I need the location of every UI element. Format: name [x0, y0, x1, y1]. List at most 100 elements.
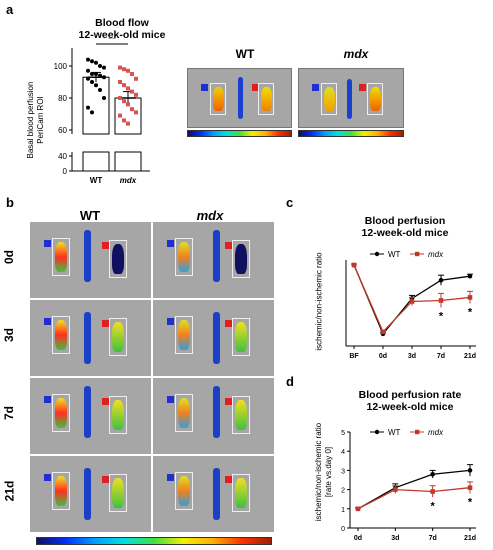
- panel-label-c: c: [286, 195, 294, 210]
- data-point-WT: [438, 277, 444, 283]
- roi-box: [52, 238, 70, 276]
- roi-marker-1: [44, 474, 51, 481]
- x-tick-label: 0d: [379, 353, 387, 360]
- roi-box: [367, 83, 383, 115]
- roi-marker-1: [44, 396, 51, 403]
- data-point: [122, 99, 126, 104]
- data-point: [122, 83, 126, 88]
- grid-row-label-7d: 7d: [2, 405, 17, 421]
- y-tick-label: 0: [63, 167, 68, 176]
- significance-marker: *: [431, 500, 436, 512]
- roi-box: [232, 396, 250, 434]
- tail: [84, 468, 91, 520]
- roi-box: [175, 316, 193, 354]
- chart-d-title-line1: Blood perfusion rate: [358, 389, 462, 401]
- roi-marker-2: [225, 476, 232, 483]
- data-point: [134, 110, 138, 115]
- roi-box: [175, 394, 193, 432]
- data-point-mdx: [467, 295, 473, 300]
- significance-marker: *: [468, 307, 473, 319]
- roi-box: [109, 318, 127, 356]
- paw-control: [112, 322, 124, 352]
- roi-marker-2: [252, 84, 259, 91]
- data-point: [122, 67, 126, 72]
- panel-label-d: d: [286, 374, 294, 389]
- data-point-mdx: [380, 329, 386, 335]
- perfusion-image-mdx: [298, 68, 404, 128]
- tail: [238, 77, 243, 119]
- roi-marker-2: [102, 320, 109, 327]
- x-tick-label: 0d: [354, 535, 362, 542]
- data-point: [134, 92, 138, 97]
- paw-control: [112, 244, 124, 274]
- data-point: [134, 76, 138, 81]
- chart-d-title: Blood perfusion rate 12-week-old mice: [340, 389, 480, 413]
- bar-segment-lower: [114, 151, 142, 172]
- tail: [84, 386, 91, 438]
- panel-label-a: a: [6, 2, 14, 17]
- paw-control: [235, 244, 247, 274]
- tail: [347, 79, 352, 119]
- data-point: [102, 96, 106, 100]
- data-point: [118, 80, 122, 84]
- data-point: [118, 65, 122, 70]
- color-scale-bar-b: [36, 537, 272, 545]
- legend-label-wt: WT: [388, 428, 401, 437]
- data-point: [86, 76, 90, 81]
- paw-control: [235, 400, 247, 430]
- tail: [84, 312, 91, 364]
- grid-col-label-mdx: mdx: [196, 208, 224, 223]
- y-tick-label: 60: [58, 126, 67, 135]
- grid-row-label-3d: 3d: [2, 327, 17, 343]
- roi-marker-1: [44, 318, 51, 325]
- data-point-mdx: [393, 487, 398, 492]
- color-scale-bar: [298, 130, 404, 137]
- paw-control: [112, 478, 124, 508]
- grid-cell-3d-wt: [30, 300, 151, 376]
- roi-box: [109, 396, 127, 434]
- grid-cell-7d-wt: [30, 378, 151, 454]
- roi-marker-1: [312, 84, 319, 91]
- chart-c-svg: BF 0d 3d 7d 21d * * WT mdx: [345, 250, 476, 360]
- data-point: [94, 60, 98, 65]
- data-point: [130, 89, 134, 94]
- grid-cell-0d-wt: [30, 222, 151, 298]
- roi-box: [175, 238, 193, 276]
- roi-box: [258, 83, 274, 115]
- y-tick-label: 2: [341, 488, 345, 495]
- color-scale-bar: [187, 130, 292, 137]
- data-point: [98, 88, 102, 92]
- data-point: [126, 121, 130, 126]
- legend-marker-mdx: [415, 251, 420, 257]
- data-point: [86, 57, 90, 62]
- tail: [213, 312, 220, 364]
- tail: [213, 468, 220, 520]
- bar-chart-title-line1: Blood flow: [95, 17, 149, 29]
- bar-chart-svg: 100 80 60 40 0 WT mdx **: [54, 38, 150, 185]
- data-point: [94, 83, 98, 88]
- x-tick-label: 21d: [464, 535, 476, 542]
- perfusion-image-grid: [30, 222, 276, 536]
- data-point: [98, 64, 102, 68]
- bar-segment-upper: [114, 97, 142, 135]
- roi-box: [52, 394, 70, 432]
- paw-ischemic: [324, 87, 335, 111]
- grid-row-label-21d: 21d: [2, 480, 17, 502]
- y-tick-label: 3: [341, 468, 345, 475]
- bar-chart-ylabel-line1: Basal blood perfusion: [26, 81, 35, 159]
- significance-marker: **: [108, 38, 116, 45]
- bar-chart-title-line2: 12-week-old mice: [78, 29, 166, 41]
- roi-marker-2: [102, 242, 109, 249]
- roi-marker-1: [167, 240, 174, 247]
- chart-d-svg: 0 1 2 3 4 5 0d 3d 7d 21d * * WT mdx: [341, 428, 476, 542]
- paw-ischemic: [55, 476, 67, 506]
- y-tick-label: 4: [341, 449, 345, 456]
- x-tick-label: 3d: [391, 535, 399, 542]
- data-point: [126, 86, 130, 91]
- legend-marker-wt: [374, 251, 380, 257]
- data-point-mdx: [355, 506, 361, 512]
- data-point: [90, 110, 94, 115]
- roi-marker-1: [201, 84, 208, 91]
- data-point: [122, 118, 126, 123]
- roi-box: [52, 472, 70, 510]
